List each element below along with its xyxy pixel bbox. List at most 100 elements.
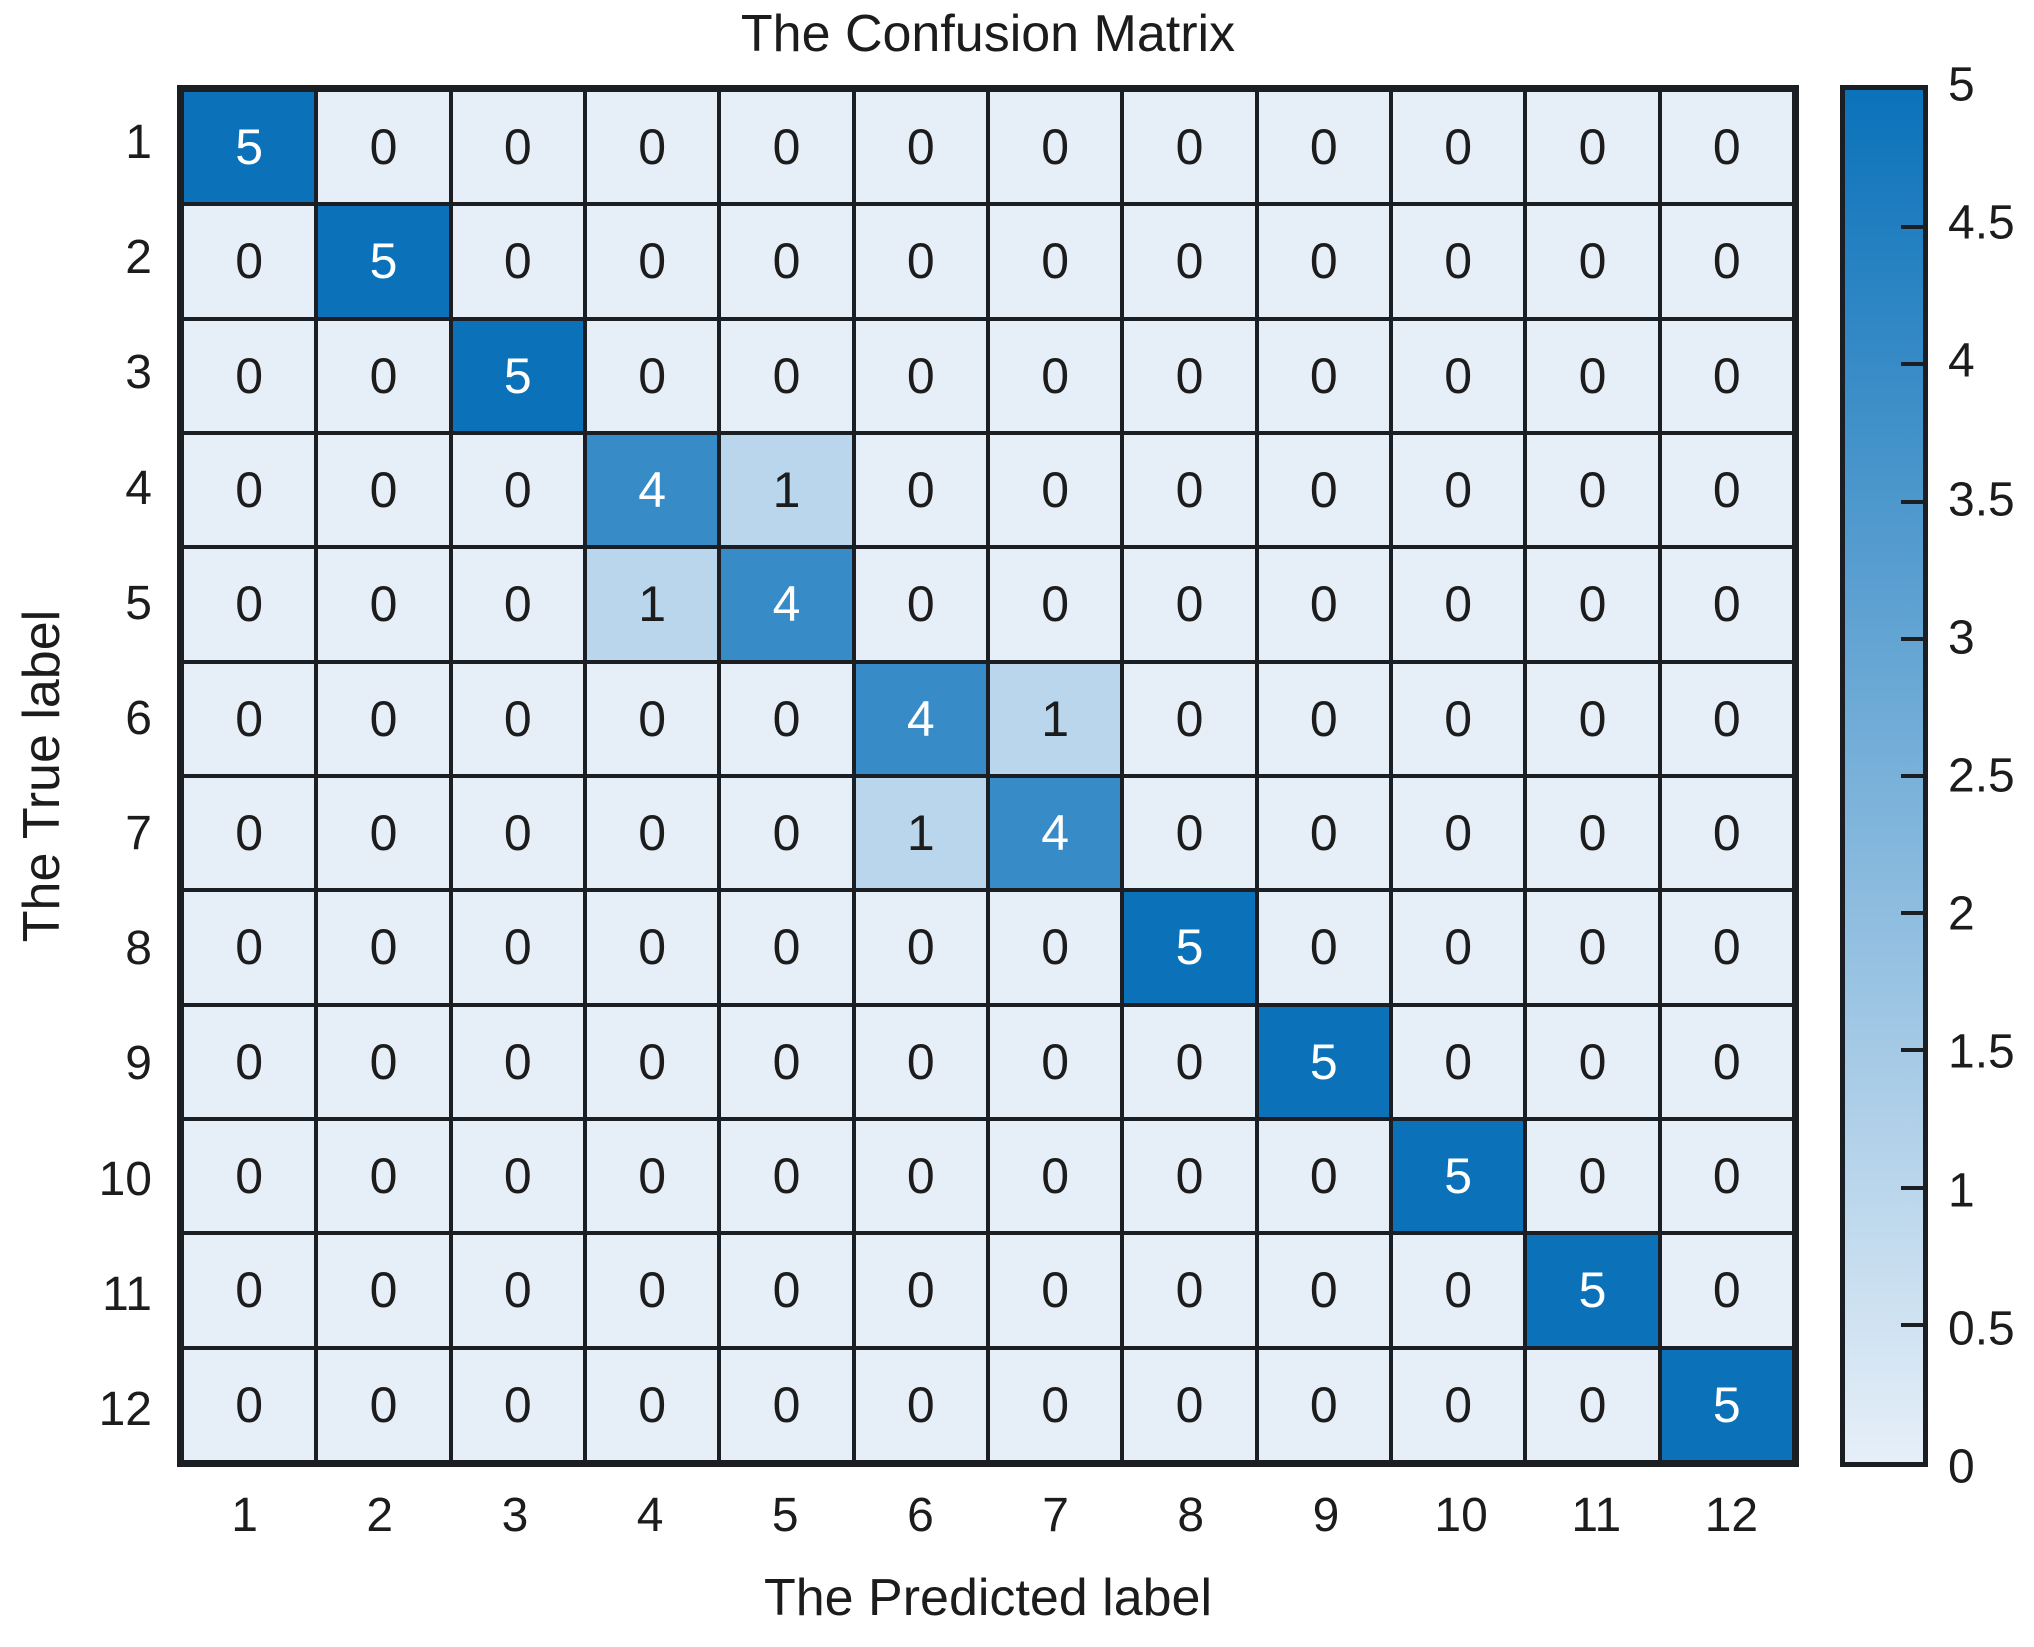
matrix-cell: 0 [1122,433,1257,548]
colorbar-tick-label: 1 [1948,1164,1975,1218]
matrix-cell: 0 [1390,433,1526,548]
matrix-cell: 5 [182,90,317,205]
matrix-cell: 0 [853,890,988,1005]
matrix-cell: 0 [1256,318,1391,433]
matrix-cell: 0 [450,1119,585,1234]
colorbar-tick [1901,362,1923,367]
matrix-cell: 0 [316,90,451,205]
matrix-cell: 0 [1659,318,1794,433]
colorbar [1840,85,1928,1467]
matrix-cell: 0 [1256,90,1391,205]
matrix-cell: 0 [1122,1119,1257,1234]
matrix-cell: 0 [1525,433,1660,548]
matrix-cell: 5 [1256,1004,1391,1119]
matrix-cell: 0 [719,890,854,1005]
x-tick-label: 12 [1704,1488,1759,1542]
matrix-cell: 0 [584,776,720,891]
matrix-cell: 0 [182,547,317,662]
matrix-cell: 0 [1525,776,1660,891]
matrix-cell: 0 [719,318,854,433]
matrix-cell: 0 [584,1004,720,1119]
matrix-cell: 0 [1390,90,1526,205]
x-tick-label: 1 [231,1488,258,1542]
matrix-cell: 0 [1659,547,1794,662]
x-tick-label: 8 [1177,1488,1205,1542]
y-tick-label: 8 [125,922,152,976]
matrix-cell: 0 [719,1004,854,1119]
matrix-cell: 0 [1659,1119,1794,1234]
matrix-cell: 0 [1122,661,1257,776]
matrix-cell: 0 [1256,661,1391,776]
matrix-cell: 0 [316,776,451,891]
matrix-cell: 0 [987,318,1123,433]
matrix-cell: 0 [1525,1004,1660,1119]
colorbar-tick [1901,225,1923,230]
colorbar-tick-label: 4 [1948,334,1975,388]
matrix-cell: 0 [1525,318,1660,433]
colorbar-tick-label: 0 [1948,1440,1975,1494]
matrix-cell: 0 [182,1233,317,1348]
matrix-cell: 0 [450,1233,585,1348]
matrix-cell: 0 [853,204,988,319]
y-tick-label: 10 [98,1152,152,1206]
matrix-cell: 0 [1390,890,1526,1005]
matrix-cell: 0 [450,90,585,205]
matrix-cell: 0 [316,433,451,548]
y-tick-label: 3 [125,346,152,400]
matrix-cell: 0 [584,1233,720,1348]
colorbar-tick [1901,1048,1923,1053]
y-tick-label: 11 [102,1267,152,1321]
matrix-cell: 0 [182,1119,317,1234]
y-axis-ticks: 1 2 3 4 5 6 7 8 9 10 11 12 [20,85,152,1467]
matrix-cell: 4 [987,776,1123,891]
matrix-cell: 0 [719,776,854,891]
matrix-cell: 0 [1659,890,1794,1005]
matrix-cell: 0 [584,90,720,205]
colorbar-tick-label: 4.5 [1948,196,2015,250]
matrix-cell: 0 [1122,90,1257,205]
matrix-cell: 0 [450,661,585,776]
chart-title: The Confusion Matrix [740,5,1236,63]
colorbar-tick-label: 0.5 [1948,1302,2015,1356]
matrix-cell: 0 [584,1119,720,1234]
colorbar-tick [1901,1185,1923,1190]
matrix-cell: 0 [182,1347,317,1462]
y-tick-label: 6 [125,691,152,745]
matrix-cell: 0 [316,890,451,1005]
matrix-cell: 0 [182,1004,317,1119]
colorbar-tick-label: 2 [1948,887,1975,941]
matrix-cell: 0 [584,318,720,433]
matrix-cell: 0 [1122,1004,1257,1119]
matrix-cell: 0 [1390,204,1526,319]
x-tick-label: 5 [771,1488,799,1542]
x-tick-label: 6 [907,1488,934,1542]
matrix-cell: 0 [182,318,317,433]
matrix-cell: 0 [182,776,317,891]
matrix-cell: 5 [1122,890,1257,1005]
matrix-cell: 0 [584,661,720,776]
matrix-cell: 0 [987,1119,1123,1234]
matrix-cell: 0 [182,204,317,319]
matrix-cell: 1 [987,661,1123,776]
matrix-cell: 0 [853,318,988,433]
matrix-cell: 0 [1525,1347,1660,1462]
matrix-cell: 0 [450,433,585,548]
colorbar-tick [1901,1322,1923,1327]
matrix-cell: 0 [182,890,317,1005]
matrix-cell: 0 [987,1347,1123,1462]
colorbar-tick-label: 2.5 [1948,749,2015,803]
colorbar-tick-label: 1.5 [1948,1025,2015,1079]
matrix-cell: 0 [316,1004,451,1119]
matrix-cell: 0 [853,1233,988,1348]
matrix-cell: 0 [1256,433,1391,548]
matrix-cell: 0 [1390,547,1526,662]
matrix-cell: 0 [987,1233,1123,1348]
matrix-cell: 0 [1525,204,1660,319]
matrix-cell: 0 [1525,890,1660,1005]
matrix-cell: 0 [316,318,451,433]
matrix-cell: 0 [316,1119,451,1234]
x-tick-label: 7 [1042,1488,1069,1542]
matrix-cell: 0 [450,890,585,1005]
